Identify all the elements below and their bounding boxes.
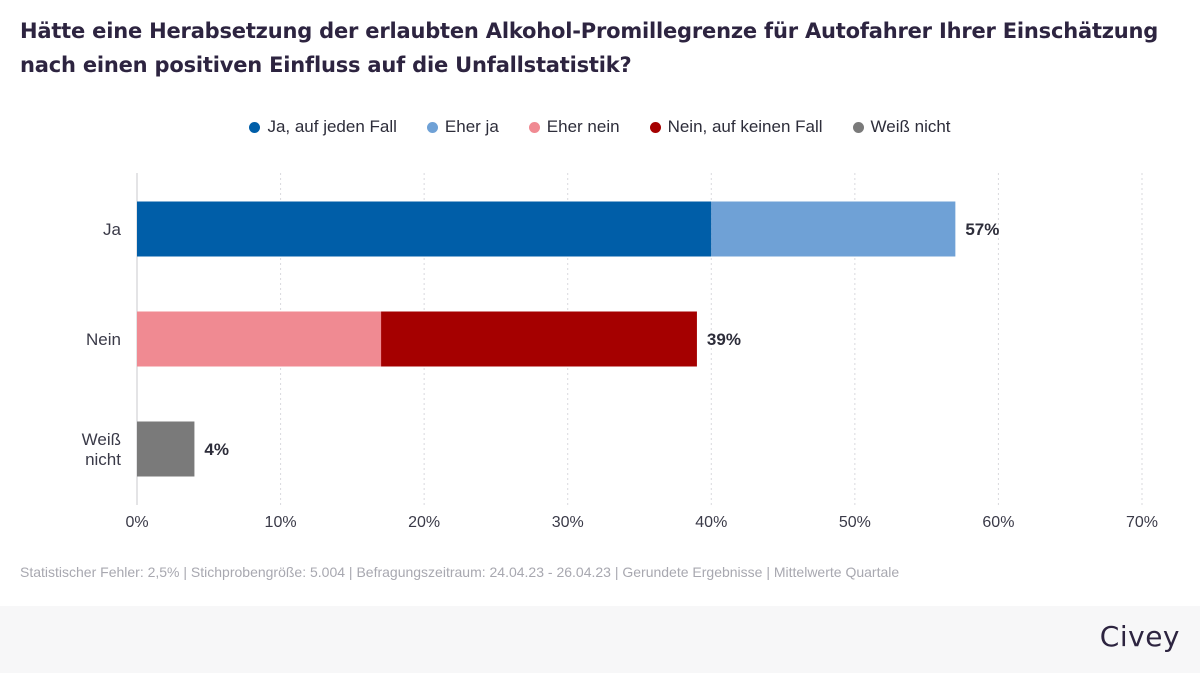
category-label: Ja bbox=[103, 220, 122, 239]
x-tick-label: 0% bbox=[125, 514, 148, 531]
footer-note: Statistischer Fehler: 2,5% | Stichproben… bbox=[20, 564, 900, 580]
total-label: 57% bbox=[965, 220, 999, 239]
bar-segment bbox=[711, 201, 956, 257]
x-tick-label: 20% bbox=[408, 514, 440, 531]
legend-item-weiss-nicht[interactable]: Weiß nicht bbox=[852, 117, 951, 137]
chart-title: Hätte eine Herabsetzung der erlaubten Al… bbox=[20, 19, 1159, 77]
x-tick-label: 40% bbox=[695, 514, 727, 531]
footer-band: Civey bbox=[0, 606, 1200, 673]
brand-logo[interactable]: Civey bbox=[1099, 620, 1180, 653]
total-label: 39% bbox=[707, 330, 741, 349]
legend-dot-icon bbox=[426, 121, 438, 133]
x-tick-label: 60% bbox=[982, 514, 1014, 531]
bar-segment bbox=[381, 311, 697, 367]
legend-item-eher-ja[interactable]: Eher ja bbox=[426, 117, 499, 137]
category-label: nicht bbox=[85, 450, 121, 469]
category-label: Weiß bbox=[82, 430, 121, 449]
legend-label: Eher nein bbox=[546, 117, 620, 136]
legend-label: Nein, auf keinen Fall bbox=[667, 117, 823, 136]
bar-segment bbox=[137, 201, 712, 257]
bar-segment bbox=[137, 311, 382, 367]
category-label: Nein bbox=[86, 330, 121, 349]
bar-segment bbox=[137, 421, 195, 477]
legend-dot-icon bbox=[528, 121, 540, 133]
legend-label: Ja, auf jeden Fall bbox=[267, 117, 397, 136]
legend-dot-icon bbox=[852, 121, 864, 133]
legend-item-ja-auf-jeden-fall[interactable]: Ja, auf jeden Fall bbox=[249, 117, 397, 137]
legend-item-eher-nein[interactable]: Eher nein bbox=[528, 117, 620, 137]
total-label: 4% bbox=[204, 440, 229, 459]
x-tick-label: 70% bbox=[1126, 514, 1158, 531]
legend-dot-icon bbox=[649, 121, 661, 133]
legend: Ja, auf jeden Fall Eher ja Eher nein Nei… bbox=[0, 117, 1200, 137]
legend-item-nein-auf-keinen-fall[interactable]: Nein, auf keinen Fall bbox=[649, 117, 823, 137]
legend-label: Weiß nicht bbox=[870, 117, 951, 136]
x-tick-label: 10% bbox=[265, 514, 297, 531]
legend-label: Eher ja bbox=[444, 117, 499, 136]
x-tick-label: 50% bbox=[839, 514, 871, 531]
legend-dot-icon bbox=[249, 121, 261, 133]
x-tick-label: 30% bbox=[552, 514, 584, 531]
